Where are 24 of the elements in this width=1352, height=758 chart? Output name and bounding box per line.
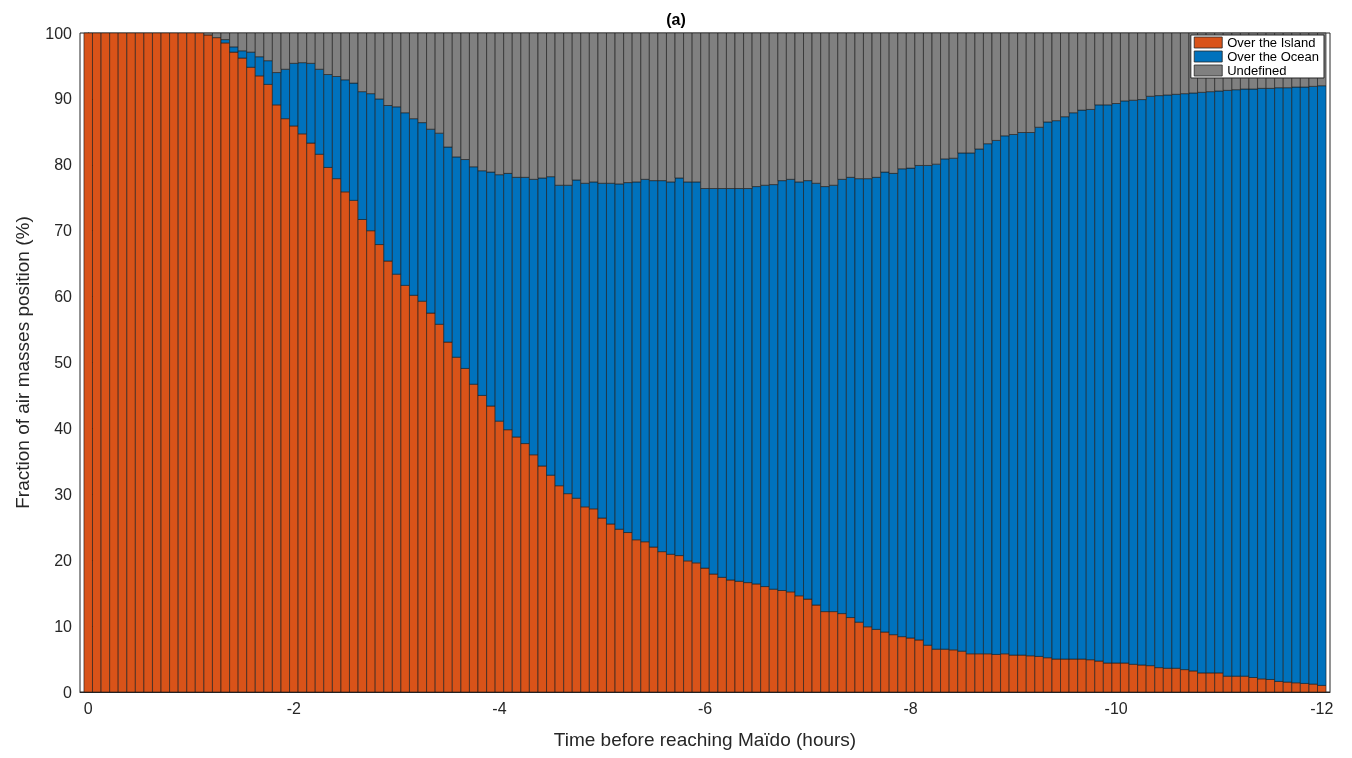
x-tick-label: -8 <box>903 699 918 717</box>
y-tick-label: 90 <box>54 90 73 108</box>
x-tick-label: -6 <box>697 699 713 717</box>
y-tick-label: 40 <box>54 419 73 437</box>
y-tick-label: 80 <box>54 156 73 174</box>
x-tick-label: -10 <box>1104 699 1128 717</box>
x-tick-label: -12 <box>1310 699 1334 717</box>
x-tick-label: -2 <box>286 699 302 717</box>
y-tick-label: 30 <box>54 485 73 503</box>
legend-label: Over the Ocean <box>1227 49 1320 64</box>
y-tick-label: 70 <box>54 222 73 240</box>
x-axis-title: Time before reaching Maïdo (hours) <box>553 729 857 750</box>
y-tick-label: 10 <box>54 617 73 635</box>
y-tick-label: 50 <box>54 354 73 371</box>
y-tick-label: 0 <box>63 683 73 701</box>
y-tick-label: 60 <box>54 288 73 306</box>
x-tick-label: 0 <box>83 699 93 717</box>
legend-label: Undefined <box>1227 63 1287 78</box>
legend-label: Over the Island <box>1227 35 1316 50</box>
y-tick-label: 20 <box>54 551 73 569</box>
x-tick-label: -4 <box>492 699 507 717</box>
chart-title: (a) <box>666 10 686 28</box>
y-axis-title: Fraction of air masses position (%) <box>12 216 33 509</box>
y-tick-label: 100 <box>45 24 73 42</box>
